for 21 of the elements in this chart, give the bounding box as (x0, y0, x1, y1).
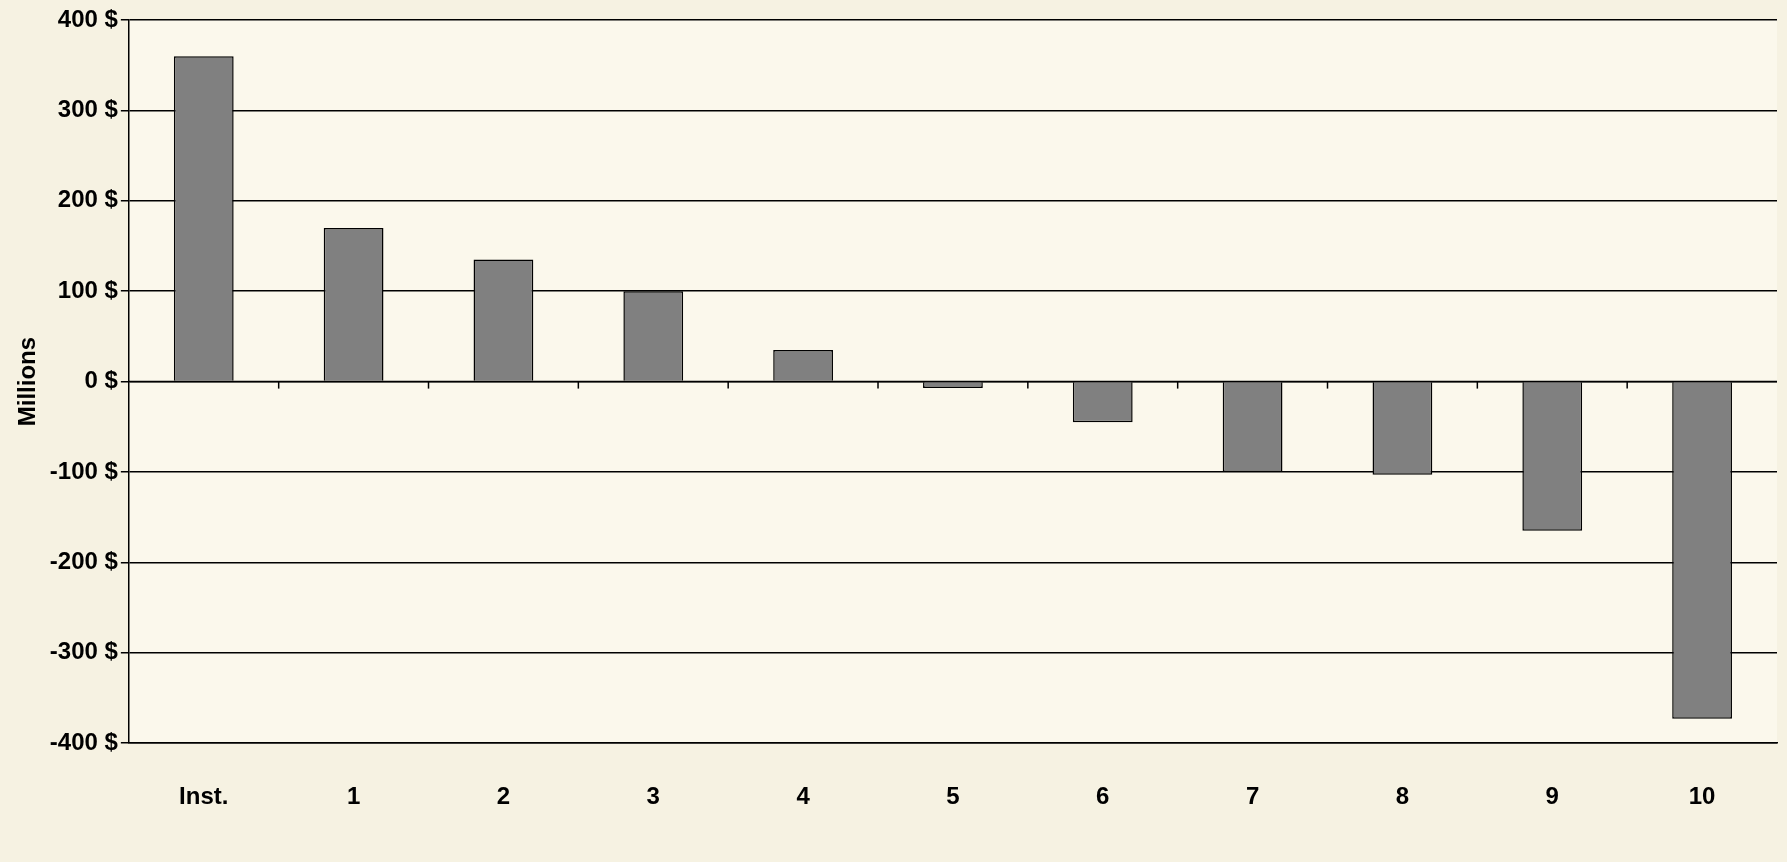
x-tick-label: 2 (496, 782, 511, 810)
x-tick-label: 7 (1245, 782, 1260, 810)
y-tick-label: -400 $ (49, 727, 119, 755)
y-tick-label: 200 $ (57, 185, 119, 213)
y-axis-title: Millions (13, 336, 41, 427)
y-tick-label: 100 $ (57, 275, 119, 303)
x-tick-label: Inst. (179, 782, 229, 810)
x-tick-label: 1 (346, 782, 361, 810)
x-tick-label: 3 (646, 782, 660, 810)
x-tick-label: 10 (1688, 782, 1716, 810)
y-tick-label: -200 $ (49, 547, 119, 575)
x-tick-label: 5 (946, 782, 960, 810)
y-tick-label: 0 $ (84, 366, 119, 394)
y-tick-label: 300 $ (57, 95, 119, 123)
x-tick-label: 4 (796, 782, 811, 810)
y-tick-label: -300 $ (49, 637, 119, 665)
y-tick-label: 400 $ (57, 4, 119, 32)
x-tick-label: 9 (1545, 782, 1559, 810)
y-tick-label: -100 $ (49, 456, 119, 484)
x-tick-label: 8 (1395, 782, 1410, 810)
x-tick-label: 6 (1096, 782, 1110, 810)
